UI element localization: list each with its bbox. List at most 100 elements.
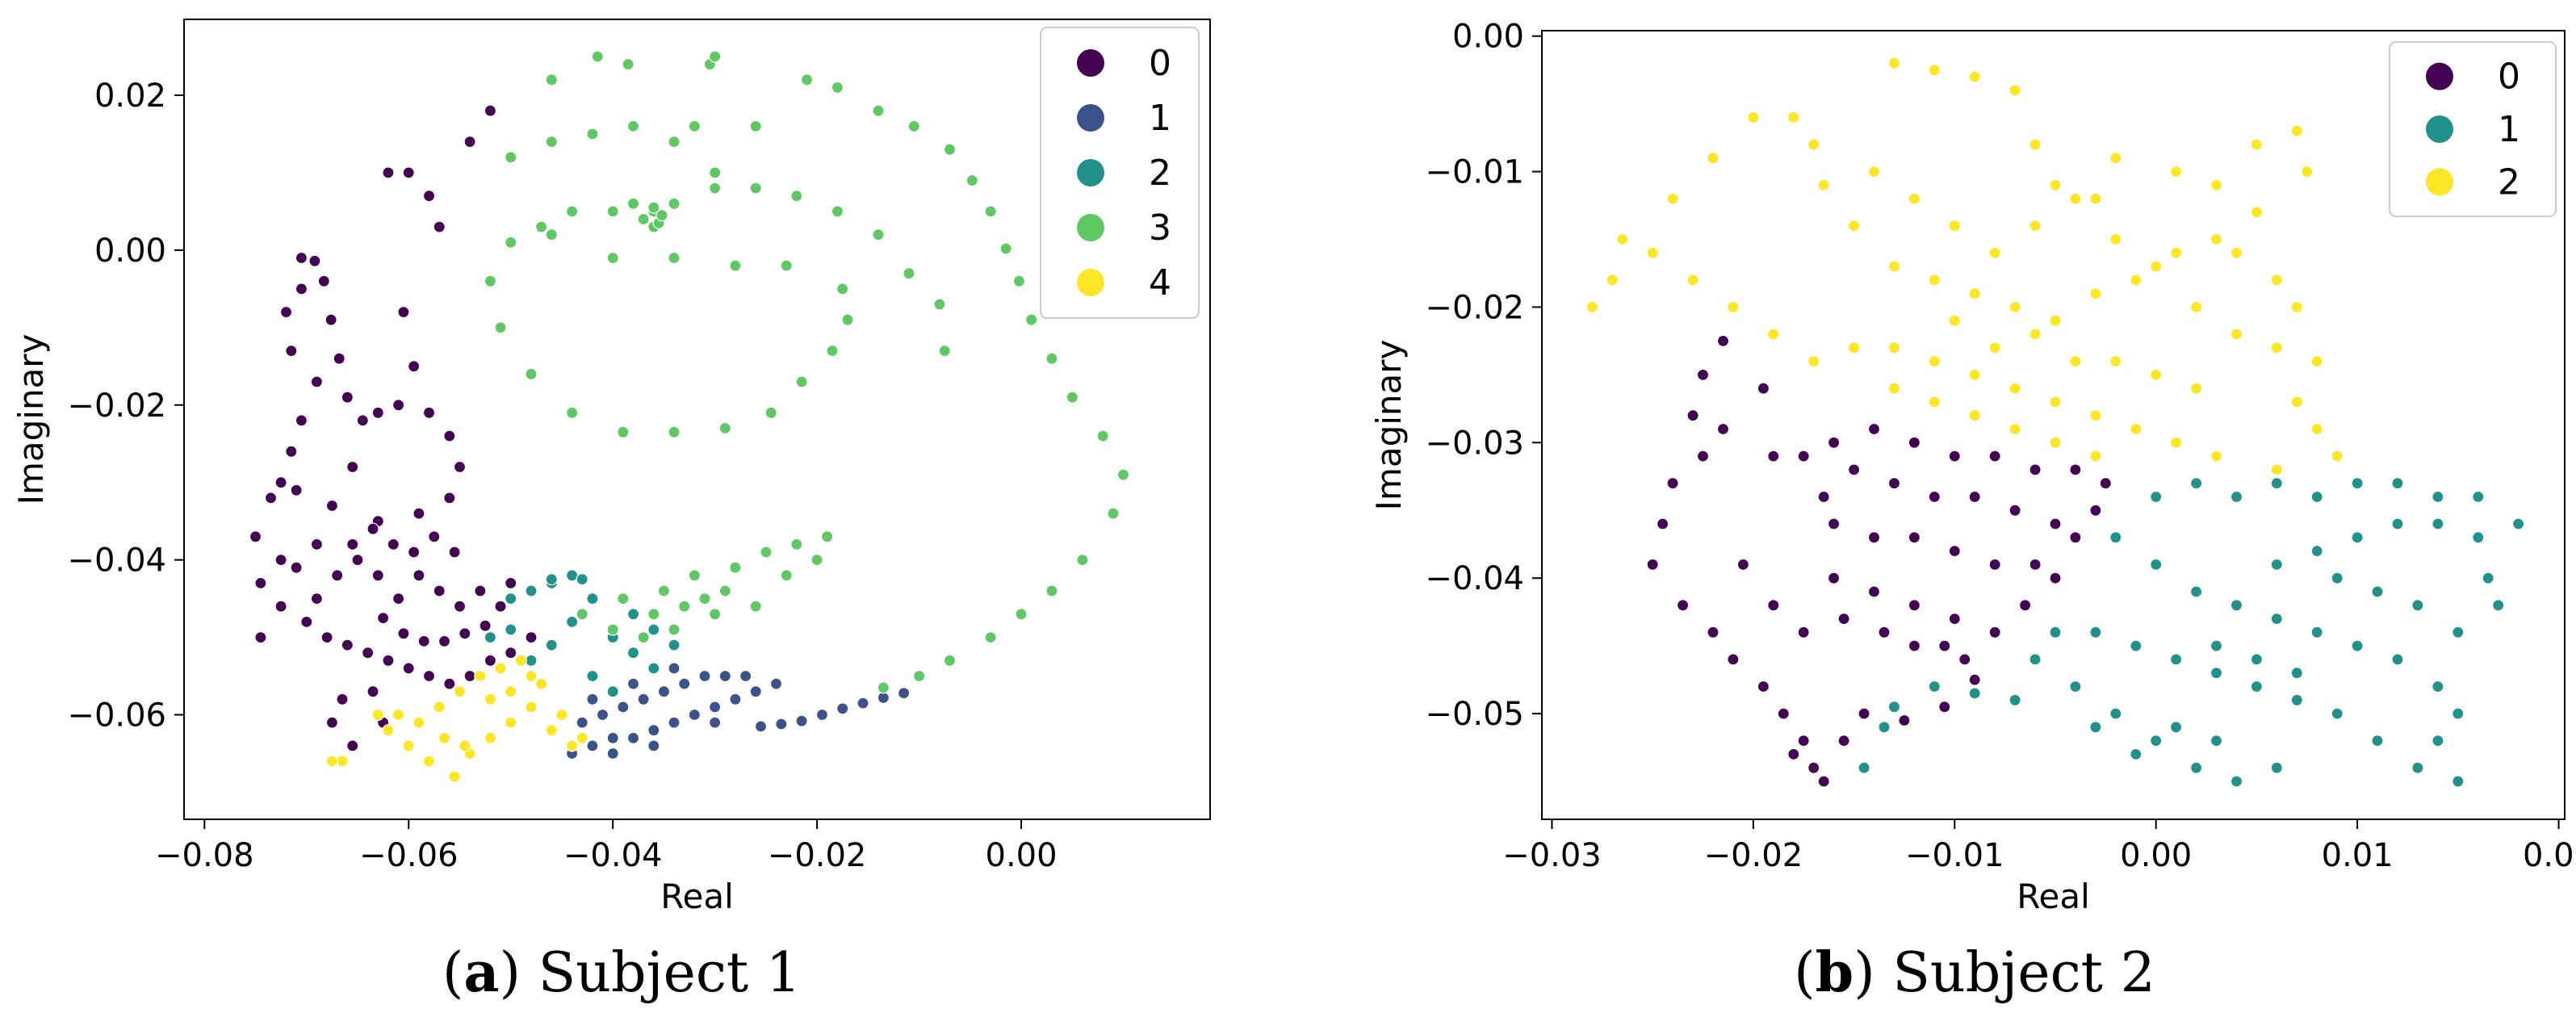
point-cluster-2 bbox=[2029, 328, 2042, 341]
point-cluster-2 bbox=[1928, 64, 1941, 77]
point-cluster-0 bbox=[2029, 463, 2042, 476]
point-cluster-0 bbox=[317, 274, 330, 287]
point-cluster-3 bbox=[617, 425, 630, 438]
point-cluster-3 bbox=[668, 623, 681, 636]
point-cluster-1 bbox=[1887, 701, 1901, 714]
legend-marker-0 bbox=[1077, 49, 1104, 77]
point-cluster-2 bbox=[2069, 355, 2082, 368]
point-cluster-2 bbox=[2130, 274, 2142, 287]
point-cluster-1 bbox=[657, 685, 671, 698]
caption-text: ) Subject 1 bbox=[499, 941, 801, 1005]
point-cluster-3 bbox=[718, 421, 731, 435]
point-cluster-0 bbox=[392, 592, 405, 605]
point-cluster-0 bbox=[422, 190, 436, 203]
point-cluster-1 bbox=[2411, 599, 2424, 612]
point-cluster-2 bbox=[2190, 300, 2203, 314]
point-cluster-0 bbox=[422, 406, 436, 419]
point-cluster-1 bbox=[2391, 517, 2404, 530]
caption-prefix: ( bbox=[1794, 941, 1816, 1005]
point-cluster-3 bbox=[907, 119, 920, 132]
point-cluster-1 bbox=[2391, 653, 2404, 666]
point-cluster-2 bbox=[606, 685, 619, 698]
point-cluster-1 bbox=[2371, 585, 2384, 598]
point-cluster-1 bbox=[2270, 612, 2283, 626]
point-cluster-0 bbox=[1757, 680, 1770, 693]
point-cluster-4 bbox=[534, 677, 548, 690]
point-cluster-3 bbox=[617, 592, 630, 605]
point-cluster-0 bbox=[392, 399, 405, 412]
point-cluster-0 bbox=[1696, 450, 1710, 463]
point-cluster-2 bbox=[2270, 274, 2283, 287]
point-cluster-2 bbox=[2029, 220, 2042, 232]
point-cluster-1 bbox=[2270, 477, 2283, 490]
point-cluster-0 bbox=[346, 538, 359, 551]
point-cluster-1 bbox=[668, 662, 681, 675]
point-cluster-3 bbox=[545, 136, 558, 149]
point-cluster-1 bbox=[2331, 572, 2344, 584]
point-cluster-4 bbox=[413, 716, 425, 729]
point-cluster-0 bbox=[413, 507, 425, 520]
legend-label-0: 0 bbox=[1149, 43, 1171, 84]
point-cluster-1 bbox=[2130, 747, 2142, 761]
x-ticks-subject-1: −0.08 −0.06 −0.04 −0.02 0.00 bbox=[155, 819, 1058, 874]
legend-marker-0 bbox=[2426, 62, 2453, 90]
point-cluster-0 bbox=[1817, 490, 1830, 504]
point-cluster-1 bbox=[2109, 531, 2122, 544]
point-cluster-3 bbox=[984, 205, 997, 218]
point-cluster-2 bbox=[1666, 192, 1679, 205]
point-cluster-1 bbox=[2482, 572, 2494, 584]
point-cluster-1 bbox=[2431, 734, 2444, 747]
point-cluster-0 bbox=[2099, 477, 2112, 490]
point-cluster-3 bbox=[965, 174, 978, 187]
point-cluster-2 bbox=[647, 623, 660, 636]
point-cluster-0 bbox=[249, 530, 262, 543]
point-cluster-4 bbox=[392, 708, 405, 722]
point-cluster-3 bbox=[912, 669, 926, 683]
point-cluster-3 bbox=[1012, 274, 1026, 287]
point-cluster-1 bbox=[626, 677, 640, 690]
point-cluster-2 bbox=[1908, 192, 1920, 205]
point-cluster-0 bbox=[1807, 761, 1820, 774]
point-cluster-3 bbox=[688, 119, 701, 132]
point-cluster-0 bbox=[279, 306, 293, 319]
point-cluster-0 bbox=[371, 406, 384, 419]
point-cluster-0 bbox=[254, 576, 267, 590]
point-cluster-1 bbox=[2290, 667, 2303, 680]
point-cluster-2 bbox=[1968, 70, 1981, 83]
point-cluster-0 bbox=[1828, 436, 1841, 449]
point-cluster-2 bbox=[2331, 450, 2344, 463]
point-cluster-2 bbox=[1606, 274, 1619, 287]
point-cluster-3 bbox=[729, 259, 742, 272]
point-cluster-2 bbox=[1767, 328, 1780, 341]
point-cluster-2 bbox=[576, 572, 589, 586]
point-cluster-2 bbox=[2190, 382, 2203, 395]
point-cluster-0 bbox=[1657, 517, 1669, 530]
point-cluster-0 bbox=[1908, 531, 1920, 544]
point-cluster-3 bbox=[565, 406, 579, 419]
point-cluster-2 bbox=[1928, 355, 1941, 368]
point-cluster-1 bbox=[2351, 531, 2364, 544]
point-cluster-0 bbox=[1908, 639, 1920, 652]
point-cluster-0 bbox=[1777, 707, 1790, 720]
point-cluster-0 bbox=[1887, 477, 1901, 490]
point-cluster-2 bbox=[1727, 300, 1740, 314]
point-cluster-0 bbox=[377, 611, 390, 625]
point-cluster-4 bbox=[505, 685, 517, 698]
point-cluster-0 bbox=[320, 630, 333, 644]
point-cluster-3 bbox=[760, 546, 773, 559]
y-tick-label: −0.05 bbox=[1425, 696, 1524, 733]
point-cluster-3 bbox=[1107, 507, 1120, 520]
point-cluster-3 bbox=[831, 205, 844, 218]
point-cluster-3 bbox=[708, 166, 722, 179]
point-cluster-1 bbox=[2472, 490, 2485, 504]
point-cluster-3 bbox=[872, 104, 885, 117]
point-cluster-1 bbox=[2411, 761, 2424, 774]
y-ticks-subject-2: 0.00 −0.01 −0.02 −0.03 −0.04 −0.05 bbox=[1425, 19, 1542, 733]
point-cluster-2 bbox=[647, 662, 660, 675]
point-cluster-0 bbox=[346, 460, 359, 474]
point-cluster-0 bbox=[1716, 422, 1730, 436]
point-cluster-3 bbox=[821, 530, 834, 543]
x-tick-label: −0.04 bbox=[563, 837, 663, 874]
point-cluster-2 bbox=[2209, 232, 2223, 246]
legend-marker-1 bbox=[1077, 104, 1104, 132]
